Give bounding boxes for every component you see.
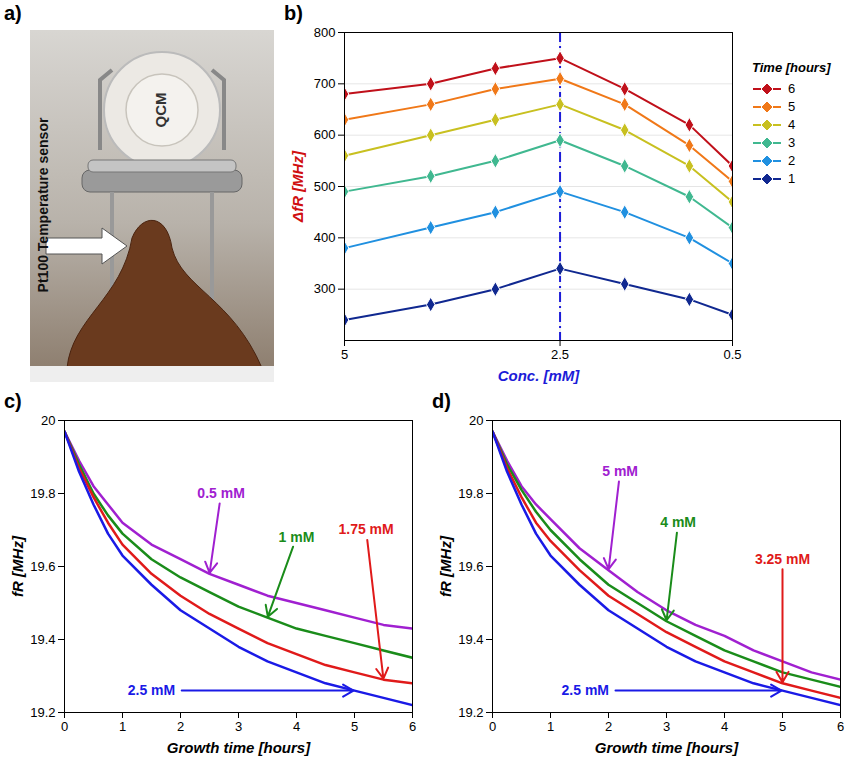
svg-text:fR [MHz]: fR [MHz] — [9, 535, 26, 597]
svg-text:19.8: 19.8 — [30, 486, 55, 501]
html-text:Time [hours]: Time [hours] — [752, 60, 831, 75]
svg-text:1: 1 — [119, 719, 126, 734]
html-text:d): d) — [432, 390, 451, 412]
svg-text:800: 800 — [314, 25, 336, 40]
svg-text:20: 20 — [469, 413, 483, 428]
html-text:a): a) — [4, 2, 22, 24]
svg-text:fR [MHz]: fR [MHz] — [437, 535, 454, 597]
html-text:c): c) — [4, 390, 22, 412]
svg-text:700: 700 — [314, 76, 336, 91]
svg-text:Pt100 Temperature sensor: Pt100 Temperature sensor — [35, 117, 51, 292]
svg-text:300: 300 — [314, 281, 336, 296]
svg-text:Growth time [hours]: Growth time [hours] — [167, 739, 311, 756]
svg-text:1: 1 — [547, 719, 554, 734]
svg-text:5: 5 — [351, 719, 358, 734]
svg-text:400: 400 — [314, 230, 336, 245]
svg-text:ΔfR [MHz]: ΔfR [MHz] — [289, 150, 306, 223]
html-text:2: 2 — [788, 153, 796, 168]
svg-text:19.8: 19.8 — [458, 486, 483, 501]
svg-text:1 mM: 1 mM — [279, 529, 315, 545]
svg-text:Conc. [mM]: Conc. [mM] — [498, 367, 581, 384]
svg-text:19.2: 19.2 — [458, 705, 483, 720]
svg-text:0: 0 — [61, 719, 68, 734]
html-text:3: 3 — [788, 135, 796, 150]
svg-text:600: 600 — [314, 127, 336, 142]
svg-text:5: 5 — [779, 719, 786, 734]
svg-text:5 mM: 5 mM — [602, 463, 638, 479]
html-text:b): b) — [284, 2, 303, 24]
svg-text:2.5 mM: 2.5 mM — [562, 682, 609, 698]
svg-text:2.5 mM: 2.5 mM — [128, 682, 175, 698]
svg-text:2: 2 — [177, 719, 184, 734]
svg-text:19.4: 19.4 — [458, 632, 483, 647]
svg-text:3.25 mM: 3.25 mM — [755, 551, 810, 567]
html-text:1: 1 — [788, 171, 796, 186]
svg-text:2: 2 — [605, 719, 612, 734]
svg-text:6: 6 — [409, 719, 416, 734]
svg-text:19.2: 19.2 — [30, 705, 55, 720]
svg-text:4: 4 — [293, 719, 300, 734]
svg-text:6: 6 — [837, 719, 844, 734]
html-text:6: 6 — [788, 81, 796, 96]
html-text:4: 4 — [788, 117, 796, 132]
svg-text:3: 3 — [235, 719, 242, 734]
svg-text:5: 5 — [341, 347, 348, 362]
svg-text:20: 20 — [41, 413, 55, 428]
svg-text:1.75 mM: 1.75 mM — [338, 521, 393, 537]
svg-text:0.5: 0.5 — [723, 347, 741, 362]
svg-text:QCM: QCM — [152, 93, 169, 128]
svg-text:19.6: 19.6 — [30, 559, 55, 574]
svg-text:4: 4 — [721, 719, 728, 734]
svg-text:19.6: 19.6 — [458, 559, 483, 574]
svg-text:Growth time [hours]: Growth time [hours] — [595, 739, 739, 756]
svg-text:4 mM: 4 mM — [660, 514, 696, 530]
svg-text:0.5 mM: 0.5 mM — [197, 485, 244, 501]
svg-text:2.5: 2.5 — [551, 347, 569, 362]
svg-text:3: 3 — [663, 719, 670, 734]
html-text:5: 5 — [788, 99, 796, 114]
svg-text:500: 500 — [314, 179, 336, 194]
svg-text:0: 0 — [489, 719, 496, 734]
svg-text:19.4: 19.4 — [30, 632, 55, 647]
